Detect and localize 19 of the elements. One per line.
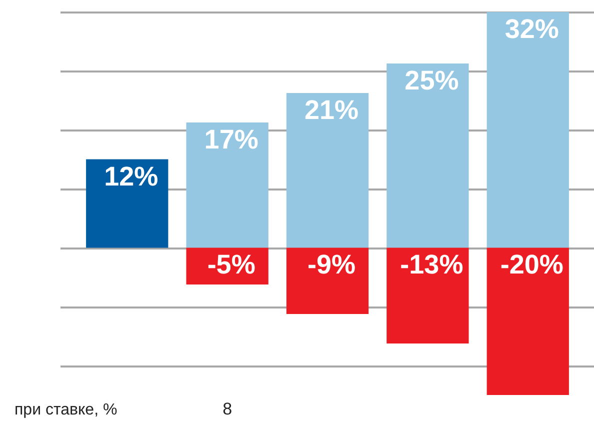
bar xyxy=(386,248,469,344)
data-label: -5% xyxy=(207,250,256,280)
bar xyxy=(386,64,469,248)
bar xyxy=(186,122,268,248)
data-label: 25% xyxy=(404,66,459,96)
data-label: -9% xyxy=(307,250,356,280)
data-label: 32% xyxy=(504,14,559,44)
bar xyxy=(286,248,369,314)
x-axis-title: при ставке, % xyxy=(14,402,118,418)
bar xyxy=(86,159,168,248)
data-label: 17% xyxy=(204,124,258,154)
data-label: -13% xyxy=(400,250,464,280)
data-label: -20% xyxy=(500,250,564,280)
bar xyxy=(486,12,569,248)
x-tick-label: 8 xyxy=(222,400,232,418)
bar xyxy=(286,93,369,248)
bar xyxy=(486,248,569,395)
data-label: 12% xyxy=(104,161,158,192)
data-label: 21% xyxy=(304,95,359,126)
